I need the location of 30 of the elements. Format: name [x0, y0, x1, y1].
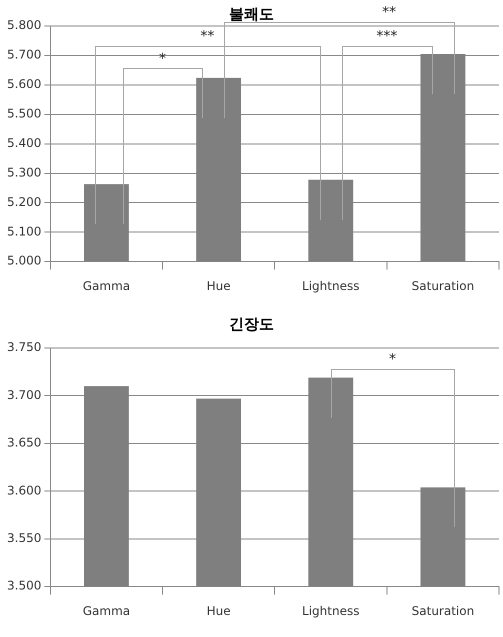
y-tick-label: 3.600 — [6, 483, 42, 498]
y-tick-label: 3.700 — [6, 388, 42, 402]
y-tick-label: 3.750 — [6, 340, 42, 354]
chart-title: 불쾌도 — [229, 4, 274, 23]
y-tick-label: 5.400 — [6, 136, 42, 150]
x-tick-label: Hue — [206, 604, 231, 618]
annotation: ** — [200, 28, 214, 45]
x-tick-label: Lightness — [302, 278, 360, 293]
y-tick-label: 5.600 — [6, 77, 42, 92]
chart-title: 긴장도 — [229, 314, 274, 333]
annotation: * — [159, 51, 166, 68]
annotation: * — [388, 352, 396, 368]
y-tick-label: 3.650 — [6, 436, 42, 450]
y-tick-label: 5.500 — [6, 106, 42, 120]
y-tick-label: 5.800 — [6, 18, 42, 32]
text: ** — [382, 4, 396, 21]
annotation: *** — [376, 28, 398, 45]
y-tick-label: 3.500 — [6, 578, 42, 593]
x-tick-label: Saturation — [412, 604, 474, 618]
x-tick-label: Gamma — [82, 278, 130, 293]
x-tick-label: Lightness — [302, 604, 360, 618]
y-tick-label: 5.000 — [6, 254, 42, 268]
x-tick-label: Hue — [206, 278, 231, 293]
y-tick-label: 3.550 — [6, 531, 42, 546]
x-tick-label: Gamma — [82, 604, 130, 618]
y-tick-label: 5.300 — [6, 165, 42, 180]
y-tick-label: 5.200 — [6, 194, 42, 209]
x-tick-label: Saturation — [412, 278, 474, 293]
y-tick-label: 5.100 — [6, 224, 42, 238]
y-tick-label: 5.700 — [6, 48, 42, 62]
